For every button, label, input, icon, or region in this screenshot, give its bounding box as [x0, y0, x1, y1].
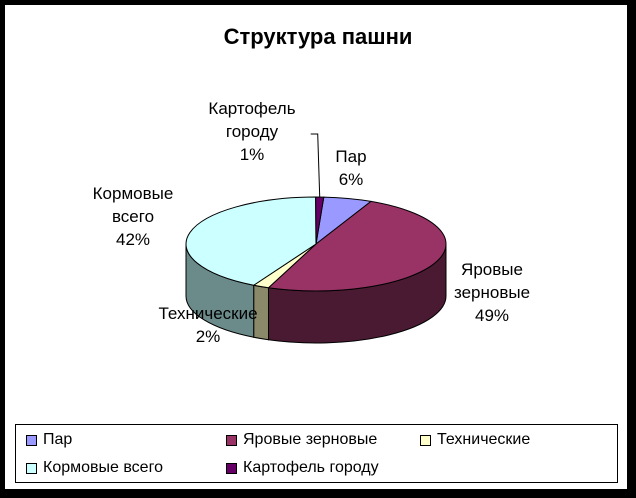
- legend-label: Технические: [437, 431, 531, 448]
- legend-item-par: Пар: [26, 431, 72, 449]
- pie-chart: [185, 133, 447, 344]
- legend-label: Пар: [43, 431, 73, 448]
- legend-item-kormovye: Кормовые всего: [26, 459, 163, 477]
- legend-item-tekhnicheskie: Технические: [420, 431, 530, 449]
- chart-legend: Пар Яровые зерновые Технические Кормовые…: [15, 424, 618, 483]
- legend-label: Картофель городу: [243, 459, 379, 476]
- legend-item-yarovye: Яровые зерновые: [226, 431, 377, 449]
- slice-label-tekhnicheskie: Технические 2%: [158, 304, 258, 346]
- legend-label: Яровые зерновые: [243, 431, 378, 448]
- legend-swatch: [26, 434, 37, 446]
- legend-swatch: [226, 434, 237, 446]
- slice-label-yarovye: Яровые зерновые 49%: [453, 260, 531, 325]
- leader-line-kartofel: [310, 133, 321, 198]
- chart-title: Структура пашни: [223, 24, 413, 49]
- slice-label-kormovye: Кормовые всего 42%: [92, 184, 174, 249]
- pie-top-faces: [185, 196, 447, 292]
- legend-label: Кормовые всего: [43, 459, 163, 476]
- pie-slice-4: [315, 196, 325, 245]
- pie-slice-3: [185, 196, 317, 286]
- slice-label-kartofel: Картофель городу 1%: [208, 99, 296, 164]
- legend-item-kartofel: Картофель городу: [226, 459, 379, 477]
- legend-swatch: [226, 462, 237, 474]
- pie-slice-1: [267, 200, 447, 292]
- legend-swatch: [26, 462, 37, 474]
- legend-swatch: [420, 434, 431, 446]
- slice-label-par: Пар 6%: [335, 147, 367, 189]
